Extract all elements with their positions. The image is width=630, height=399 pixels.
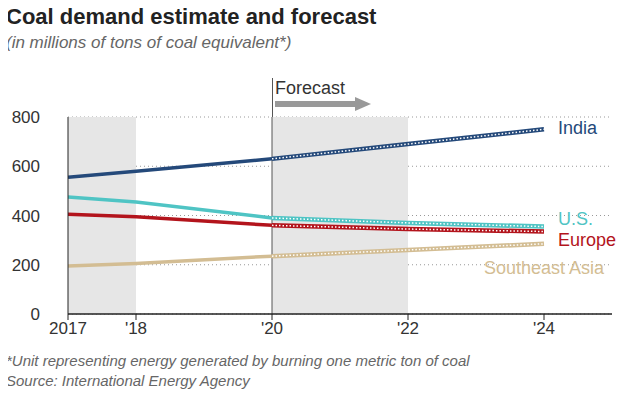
html-text:Source: International Energy A: Source: International Energy Agency <box>6 372 250 389</box>
svg-text:India: India <box>558 118 598 138</box>
svg-text:'18: '18 <box>125 319 147 338</box>
svg-text:Southeast Asia: Southeast Asia <box>484 258 605 278</box>
svg-text:600: 600 <box>12 157 40 176</box>
svg-text:800: 800 <box>12 108 40 127</box>
svg-text:2017: 2017 <box>49 319 87 338</box>
svg-text:'24: '24 <box>533 319 555 338</box>
html-text:*Unit representing energy gene: *Unit representing energy generated by b… <box>6 352 470 369</box>
svg-text:Europe: Europe <box>558 230 616 250</box>
svg-text:0: 0 <box>31 305 40 324</box>
svg-text:200: 200 <box>12 256 40 275</box>
svg-text:'22: '22 <box>397 319 419 338</box>
svg-text:'20: '20 <box>261 319 283 338</box>
html-text:(in millions of tons of coal e: (in millions of tons of coal equivalent*… <box>6 33 292 52</box>
svg-text:U.S.: U.S. <box>558 209 593 229</box>
html-text:Coal demand estimate and forec: Coal demand estimate and forecast <box>6 4 377 29</box>
svg-text:400: 400 <box>12 207 40 226</box>
html-text:Forecast: Forecast <box>275 78 345 98</box>
